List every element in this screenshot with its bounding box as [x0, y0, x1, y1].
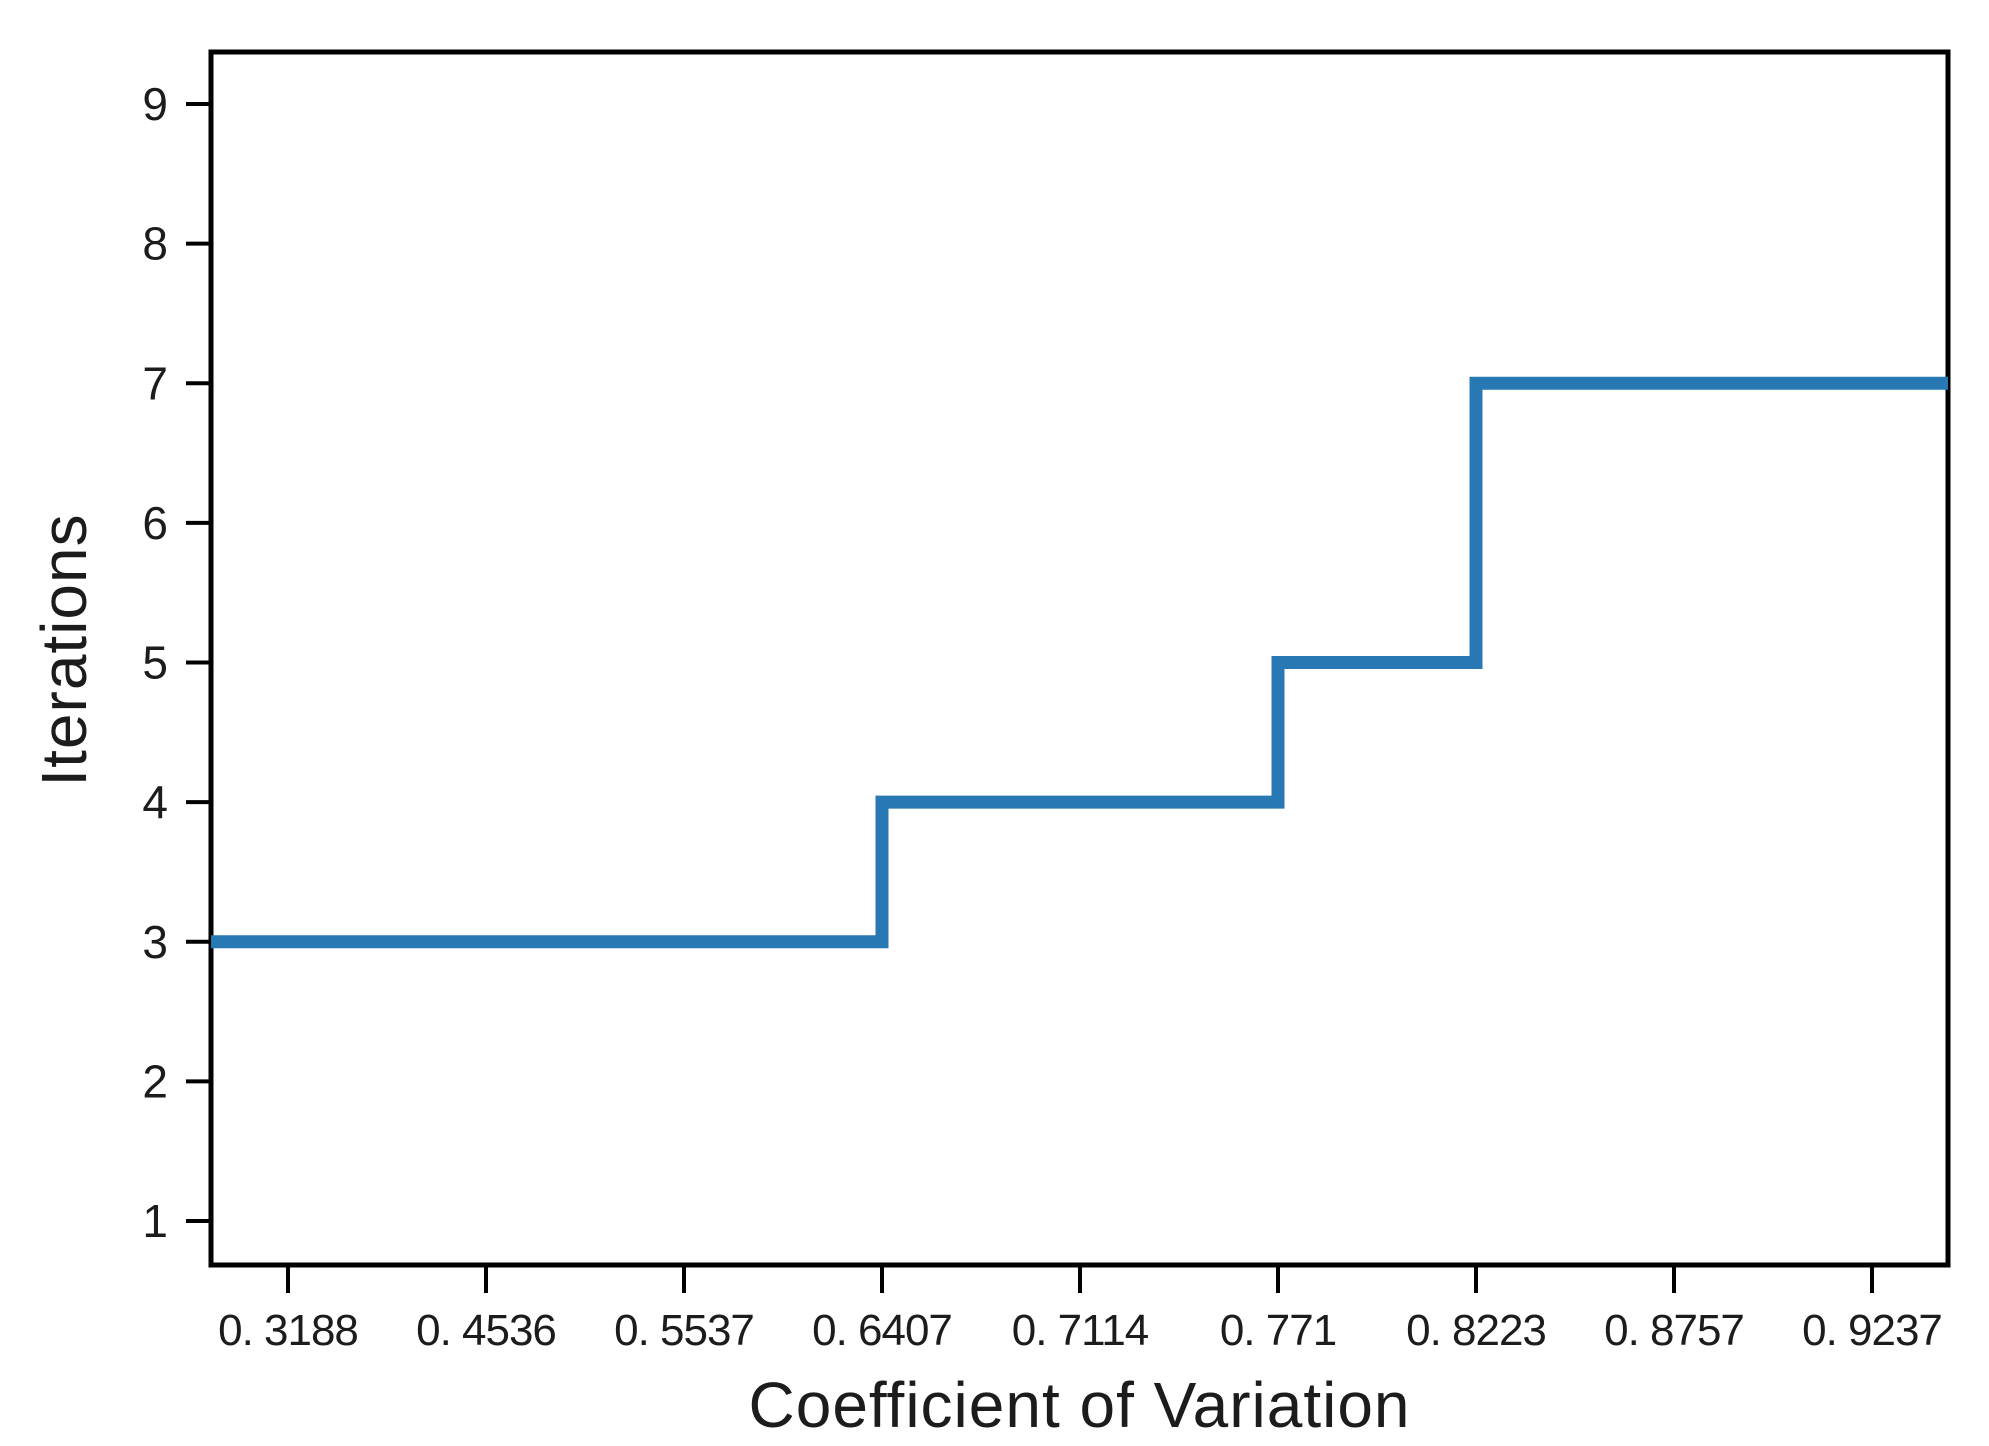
x-axis-title: Coefficient of Variation — [748, 1369, 1411, 1441]
y-tick-label: 3 — [142, 916, 168, 968]
x-tick-label: 0. 771 — [1220, 1306, 1336, 1355]
y-tick-label: 5 — [142, 637, 168, 689]
x-tick-label: 0. 3188 — [218, 1306, 358, 1355]
y-tick-label: 7 — [142, 357, 168, 409]
y-tick-label: 1 — [142, 1195, 168, 1247]
y-tick-label: 4 — [142, 776, 168, 828]
x-tick-label: 0. 4536 — [416, 1306, 556, 1355]
x-tick-label: 0. 7114 — [1012, 1306, 1149, 1355]
y-tick-label: 6 — [142, 497, 168, 549]
plot-area-border — [208, 49, 1951, 1268]
x-tick-label: 0. 6407 — [812, 1306, 952, 1355]
x-tick-label: 0. 8223 — [1406, 1306, 1546, 1355]
x-tick-label: 0. 5537 — [614, 1306, 754, 1355]
y-axis-ticks: 1 2 3 4 5 6 7 8 9 — [142, 78, 211, 1247]
step-line-series — [211, 376, 1948, 949]
y-tick-label: 8 — [142, 218, 168, 270]
x-axis-ticks: 0. 3188 0. 4536 0. 5537 0. 6407 0. 7114 0. 77… — [218, 1265, 1943, 1355]
y-tick-label: 9 — [142, 78, 168, 130]
x-tick-label: 0. 9237 — [1802, 1306, 1942, 1355]
y-axis-title: Iterations — [28, 513, 100, 787]
x-tick-label: 0. 8757 — [1604, 1306, 1744, 1355]
y-tick-label: 2 — [142, 1055, 168, 1107]
